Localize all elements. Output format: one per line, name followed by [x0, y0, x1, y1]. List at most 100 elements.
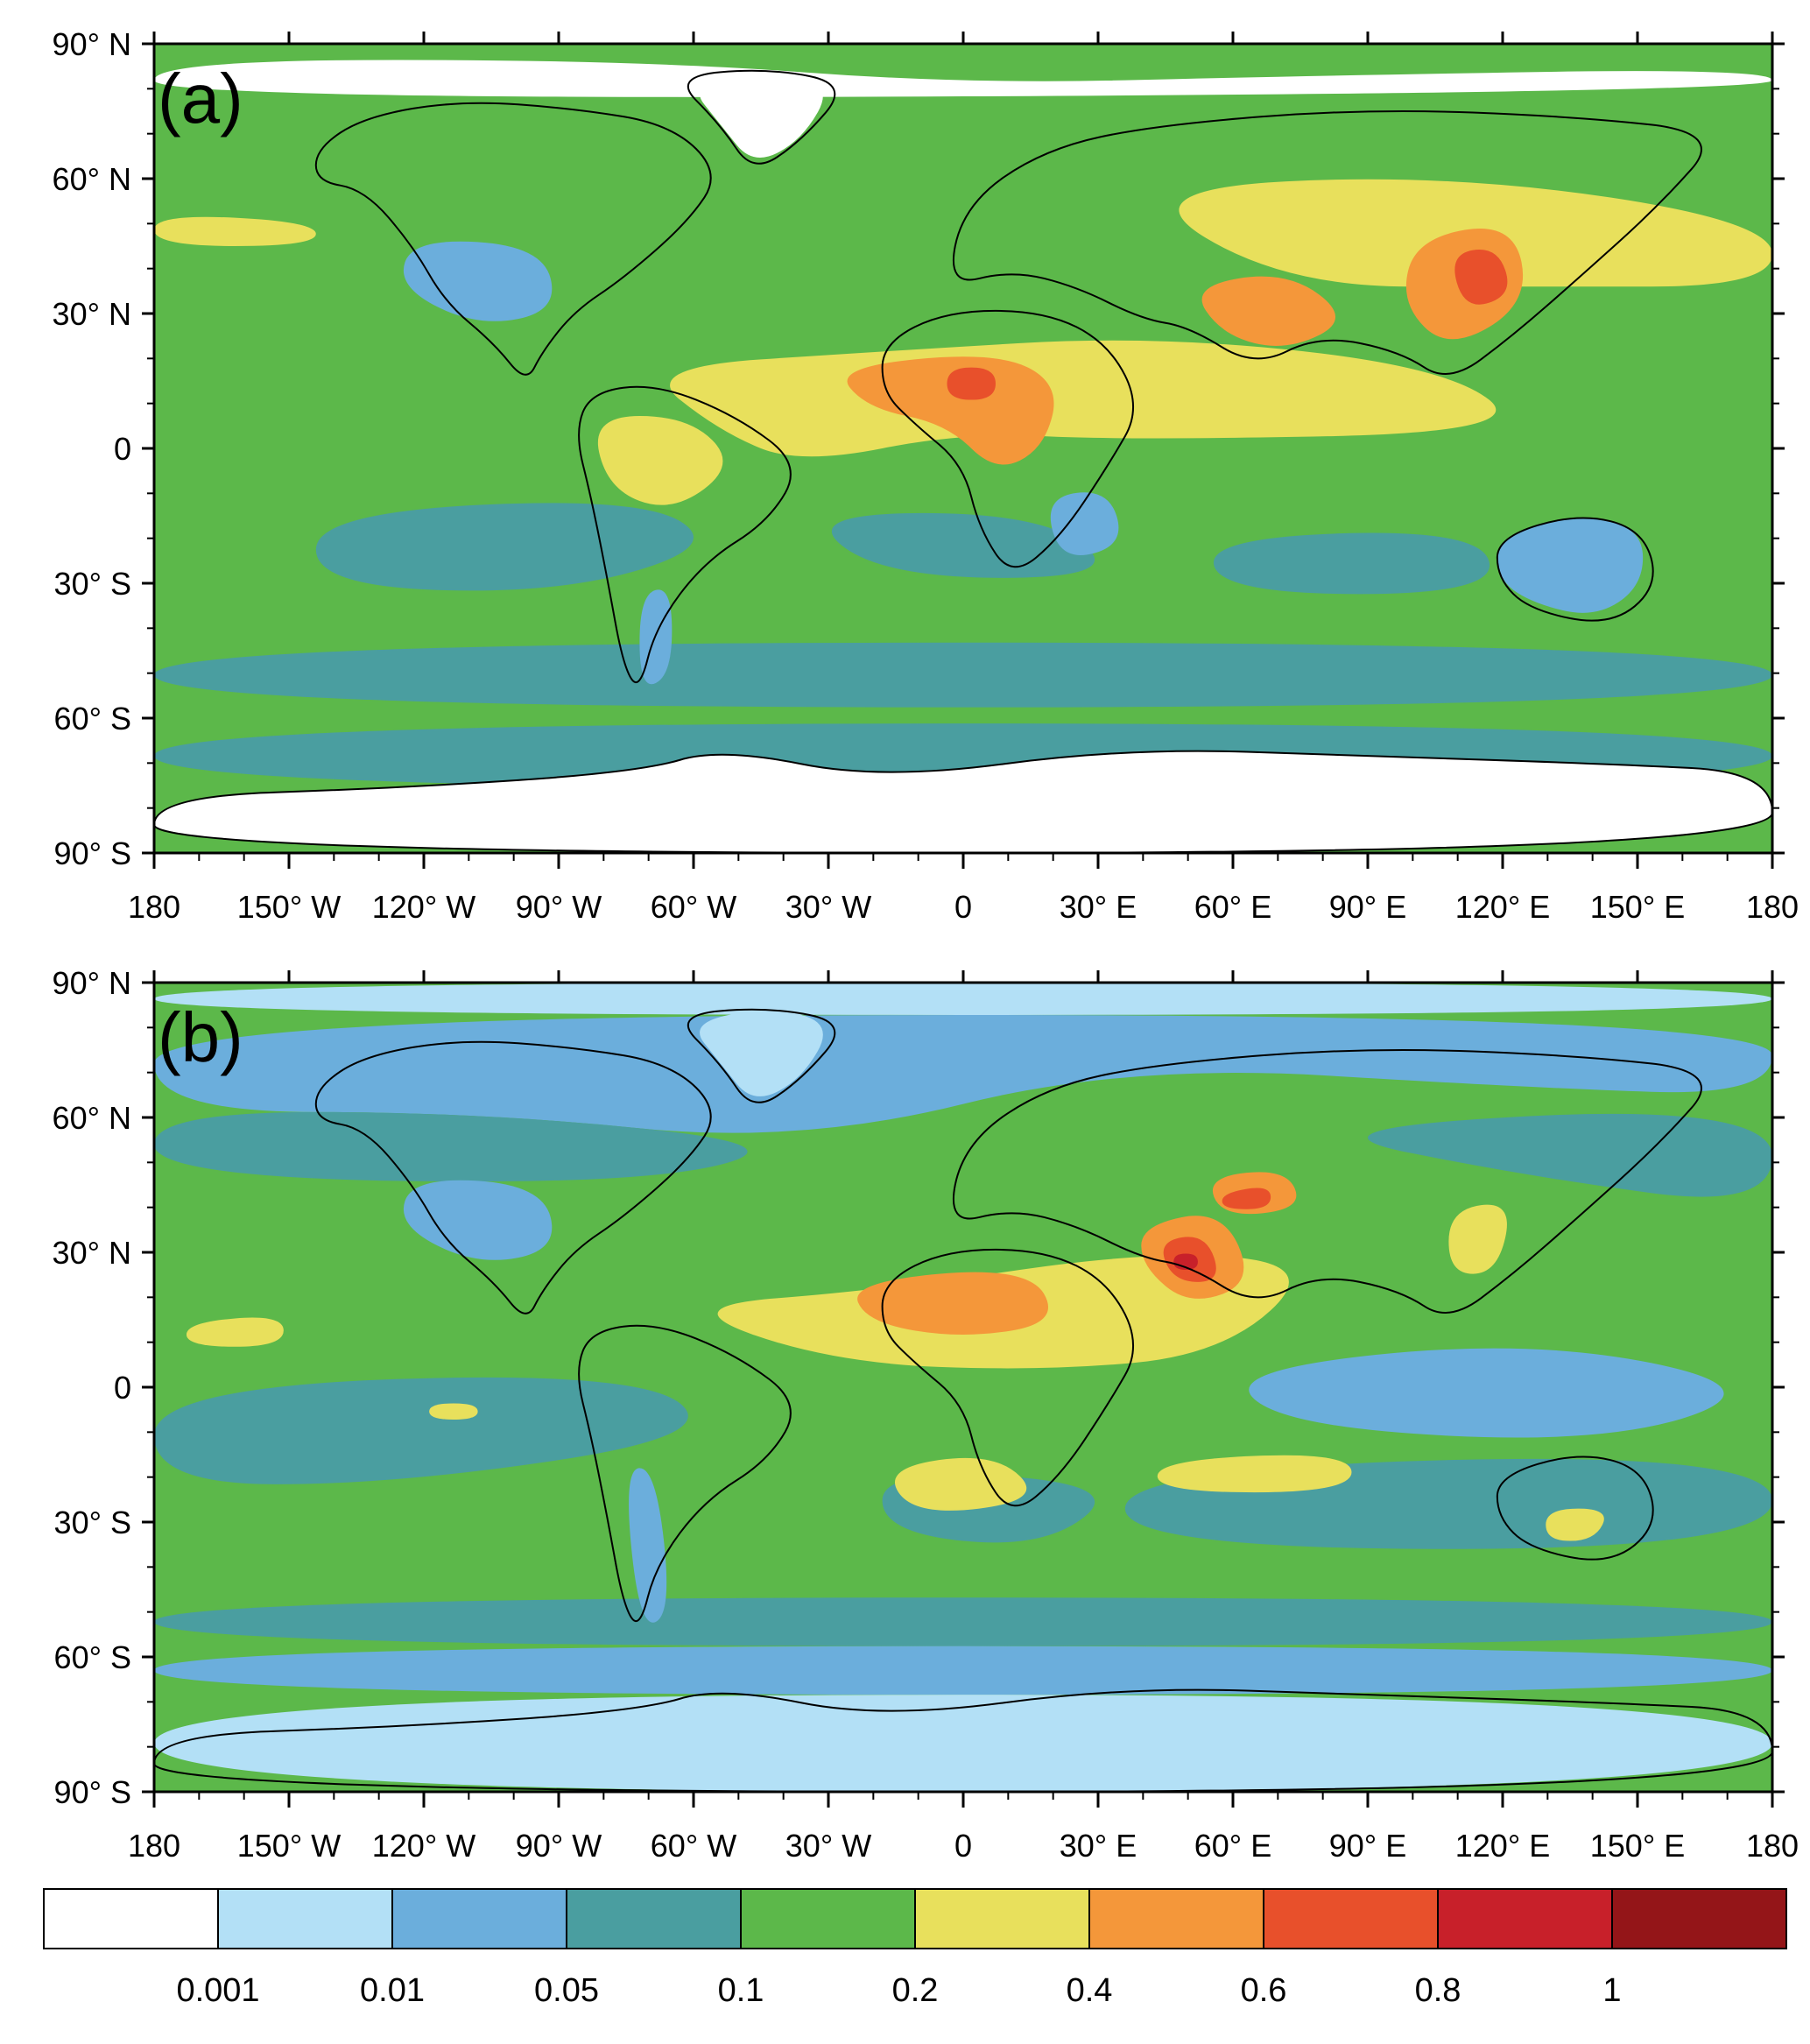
- aerosol-region: [154, 60, 1772, 97]
- lon-label: 0: [954, 889, 972, 925]
- lat-label: 0: [114, 431, 131, 467]
- colorbar-label: 0.1: [718, 1972, 764, 2009]
- aerosol-region: [597, 416, 723, 505]
- lon-label: 30° E: [1060, 889, 1137, 925]
- coastline-australia: [1496, 517, 1654, 622]
- lon-label: 90° W: [516, 1828, 602, 1864]
- colorbar-swatch: [1088, 1888, 1264, 1949]
- lat-label: 60° S: [54, 1639, 131, 1675]
- coastline-namerica: [314, 102, 712, 376]
- aerosol-region: [1497, 518, 1644, 613]
- aerosol-region: [1201, 276, 1336, 346]
- aerosol-region: [1454, 249, 1508, 305]
- lon-label: 60° W: [651, 1828, 736, 1864]
- ocean-background: [154, 44, 1772, 853]
- aerosol-region: [857, 1272, 1049, 1335]
- aerosol-region: [1448, 1204, 1507, 1274]
- colorbar-label: 0.2: [892, 1972, 939, 2009]
- aerosol-region: [154, 751, 1772, 853]
- aerosol-region: [1157, 1455, 1352, 1493]
- aerosol-region: [186, 1317, 284, 1347]
- lon-label: 180: [128, 889, 180, 925]
- map-panel-b: (b) 90° N 60° N 30° N 0 30° S 60° S 90° S 180 150…: [53, 965, 1799, 1864]
- coastline-samerica: [578, 1324, 792, 1623]
- lat-label: 60° N: [53, 1100, 131, 1136]
- aerosol-region: [429, 1403, 478, 1420]
- aerosol-region: [700, 1011, 823, 1096]
- lat-label: 30° N: [53, 1235, 131, 1271]
- colorbar-label: 0.8: [1415, 1972, 1461, 2009]
- colorbar-swatch: [740, 1888, 916, 1949]
- lon-label: 90° E: [1329, 1828, 1406, 1864]
- coastline-namerica: [314, 1040, 712, 1315]
- lon-label: 30° W: [785, 1828, 871, 1864]
- lon-label: 30° W: [785, 889, 871, 925]
- lon-label: 150° E: [1590, 889, 1685, 925]
- lon-label: 60° E: [1194, 1828, 1271, 1864]
- panel-label: (b): [158, 998, 243, 1076]
- coastline-africa: [881, 309, 1134, 568]
- aerosol-region: [1213, 532, 1490, 595]
- lon-label: 60° W: [651, 889, 736, 925]
- colorbar-swatch: [1263, 1888, 1439, 1949]
- aerosol-region: [894, 1457, 1027, 1511]
- coastline-eurasia: [952, 110, 1702, 375]
- lat-label: 90° S: [54, 1774, 131, 1810]
- lat-label: 30° S: [54, 566, 131, 602]
- lon-label: 150° W: [237, 1828, 341, 1864]
- lon-label: 30° E: [1060, 1828, 1137, 1864]
- aerosol-region: [154, 642, 1772, 708]
- colorbar-label: 0.4: [1067, 1972, 1113, 2009]
- lat-label: 30° N: [53, 296, 131, 332]
- aerosol-region: [1249, 1348, 1724, 1438]
- lon-label: 90° E: [1329, 889, 1406, 925]
- lat-label: 60° N: [53, 161, 131, 197]
- aerosol-region: [154, 1111, 748, 1182]
- lon-label: 120° W: [372, 1828, 475, 1864]
- lat-label: 90° N: [53, 965, 131, 1001]
- aerosol-region: [700, 72, 823, 158]
- aerosol-region: [154, 983, 1772, 1015]
- coastline-eurasia: [952, 1049, 1702, 1314]
- aerosol-region: [1050, 492, 1119, 555]
- colorbar-label: 0.01: [360, 1972, 425, 2009]
- aerosol-region: [154, 1014, 1772, 1133]
- aerosol-region: [847, 356, 1054, 465]
- lon-label: 120° W: [372, 889, 475, 925]
- lon-label: 120° E: [1455, 889, 1550, 925]
- colorbar-swatch: [1437, 1888, 1613, 1949]
- coastline-greenland: [687, 1008, 836, 1103]
- aerosol-region: [403, 241, 553, 321]
- lon-label: 0: [954, 1828, 972, 1864]
- lon-label: 150° W: [237, 889, 341, 925]
- colorbar: 0.001 0.01 0.05 0.1 0.2 0.4 0.6 0.8 1: [43, 1888, 1787, 2009]
- colorbar-swatch: [217, 1888, 393, 1949]
- lon-label: 90° W: [516, 889, 602, 925]
- colorbar-swatch: [1611, 1888, 1787, 1949]
- lat-label: 60° S: [54, 701, 131, 737]
- lon-label: 120° E: [1455, 1828, 1550, 1864]
- coastline-africa: [881, 1248, 1134, 1507]
- lon-label: 180: [128, 1828, 180, 1864]
- coastline-greenland: [687, 69, 836, 165]
- aerosol-region: [154, 1646, 1772, 1695]
- colorbar-label: 0.001: [176, 1972, 259, 2009]
- coastline-australia: [1496, 1455, 1654, 1561]
- aerosol-region: [1368, 1113, 1772, 1197]
- aerosol-region: [154, 1695, 1772, 1792]
- panel-label: (a): [158, 60, 243, 137]
- colorbar-swatch: [43, 1888, 219, 1949]
- colorbar-label: 0.6: [1241, 1972, 1287, 2009]
- lon-label: 150° E: [1590, 1828, 1685, 1864]
- aerosol-region: [1222, 1188, 1271, 1209]
- map-panel-a: (a) 90° N 60° N 30° N 0 30° S 60° S 90° S 180 150…: [53, 26, 1799, 925]
- lat-label: 90° N: [53, 26, 131, 62]
- aerosol-region: [947, 367, 996, 400]
- aerosol-region: [403, 1180, 553, 1260]
- lat-label: 0: [114, 1370, 131, 1406]
- aerosol-region: [154, 1597, 1772, 1646]
- colorbar-swatch: [566, 1888, 742, 1949]
- lon-label: 60° E: [1194, 889, 1271, 925]
- colorbar-label: 1: [1602, 1972, 1621, 2009]
- lat-label: 90° S: [54, 835, 131, 871]
